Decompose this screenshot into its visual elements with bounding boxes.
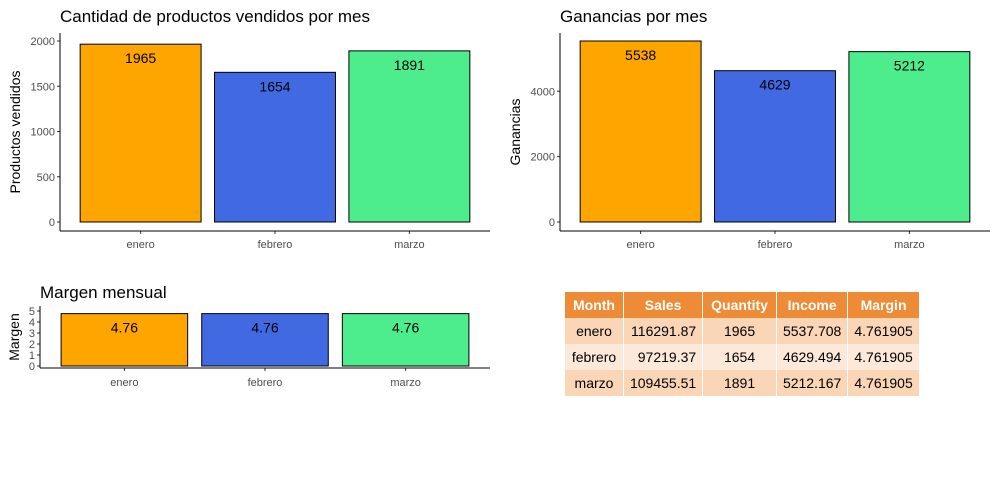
table-header-cell: Sales	[623, 292, 704, 318]
table-cell-month: febrero	[565, 344, 624, 370]
bar-chart-panel: Margen mensual Margen 4.76 enero 4.76 febrero…	[6, 283, 490, 389]
table-cell-margin: 4.761905	[847, 370, 919, 396]
table-header-cell: Quantity	[702, 292, 777, 318]
x-tick-label: enero	[110, 377, 138, 389]
y-tick-label: 0	[49, 217, 55, 229]
chart-title: Ganancias por mes	[560, 7, 707, 26]
table-cell-income: 5212.167	[776, 370, 849, 396]
y-axis-label: Productos vendidos	[7, 71, 23, 194]
table-cell-income: 4629.494	[776, 344, 849, 370]
bar-marzo	[848, 51, 971, 223]
table-cell-sales: 97219.37	[623, 344, 704, 370]
bar-febrero	[714, 70, 836, 223]
bar-marzo	[348, 50, 471, 223]
table-cell-margin: 4.761905	[847, 318, 919, 344]
y-tick-label: 5	[29, 306, 35, 318]
table-cell-sales: 109455.51	[623, 370, 704, 396]
x-tick-label: enero	[127, 239, 155, 251]
table-cell-quantity: 1891	[702, 370, 777, 396]
table-cell-quantity: 1654	[702, 344, 777, 370]
y-tick-label: 1	[29, 350, 35, 362]
bar-chart-panel: Ganancias por mes Ganancias 5538 enero 4629 f…	[507, 7, 990, 251]
data-label: 4629	[759, 77, 790, 93]
table-header-cell: Income	[776, 292, 849, 318]
y-tick-label: 2	[29, 339, 35, 351]
y-axis-label: Ganancias	[507, 99, 523, 166]
data-label: 1891	[394, 57, 425, 73]
x-tick-label: enero	[627, 239, 655, 251]
table-cell-margin: 4.761905	[847, 344, 919, 370]
y-tick-label: 0	[29, 361, 35, 373]
chart-title: Margen mensual	[40, 283, 167, 302]
data-label: 5212	[894, 58, 925, 74]
summary-table: Month Sales Quantity Income Margin enero…	[565, 292, 919, 396]
data-label: 1654	[259, 78, 290, 94]
table-row: enero 116291.87 1965 5537.708 4.761905	[565, 318, 919, 344]
table-cell-month: marzo	[565, 370, 624, 396]
table-row: febrero 97219.37 1654 4629.494 4.761905	[565, 344, 919, 370]
data-label: 4.76	[251, 320, 278, 336]
bar-enero	[60, 313, 189, 367]
table-header-cell: Margin	[847, 292, 919, 318]
x-tick-label: marzo	[394, 239, 425, 251]
data-label: 5538	[625, 47, 656, 63]
bar-marzo	[341, 313, 470, 367]
x-tick-label: febrero	[248, 377, 283, 389]
y-tick-label: 1500	[31, 81, 55, 93]
data-label: 4.76	[392, 320, 419, 336]
x-tick-label: marzo	[390, 377, 421, 389]
bar-febrero	[214, 71, 336, 223]
data-label: 1965	[125, 50, 156, 66]
table-header-row: Month Sales Quantity Income Margin	[565, 292, 919, 318]
x-tick-label: febrero	[758, 239, 793, 251]
bar-febrero	[201, 313, 329, 367]
table-cell-quantity: 1965	[702, 318, 777, 344]
y-axis-label: Margen	[6, 313, 22, 360]
data-label: 4.76	[111, 320, 138, 336]
y-tick-label: 0	[549, 217, 555, 229]
y-tick-label: 500	[37, 172, 55, 184]
x-tick-label: marzo	[894, 239, 925, 251]
table-row: marzo 109455.51 1891 5212.167 4.761905	[565, 370, 919, 396]
y-tick-label: 4	[29, 317, 35, 329]
y-tick-label: 3	[29, 328, 35, 340]
chart-title: Cantidad de productos vendidos por mes	[60, 7, 370, 26]
x-tick-label: febrero	[258, 239, 293, 251]
bar-enero	[579, 40, 702, 223]
bar-enero	[79, 43, 202, 223]
y-tick-label: 4000	[531, 86, 555, 98]
table-header-cell: Month	[565, 292, 624, 318]
table-cell-income: 5537.708	[776, 318, 849, 344]
y-tick-label: 1000	[31, 127, 55, 139]
y-tick-label: 2000	[31, 36, 55, 48]
y-tick-label: 2000	[531, 152, 555, 164]
table-cell-sales: 116291.87	[623, 318, 704, 344]
table-cell-month: enero	[565, 318, 624, 344]
bar-chart-panel: Cantidad de productos vendidos por mes Pr…	[7, 7, 490, 251]
